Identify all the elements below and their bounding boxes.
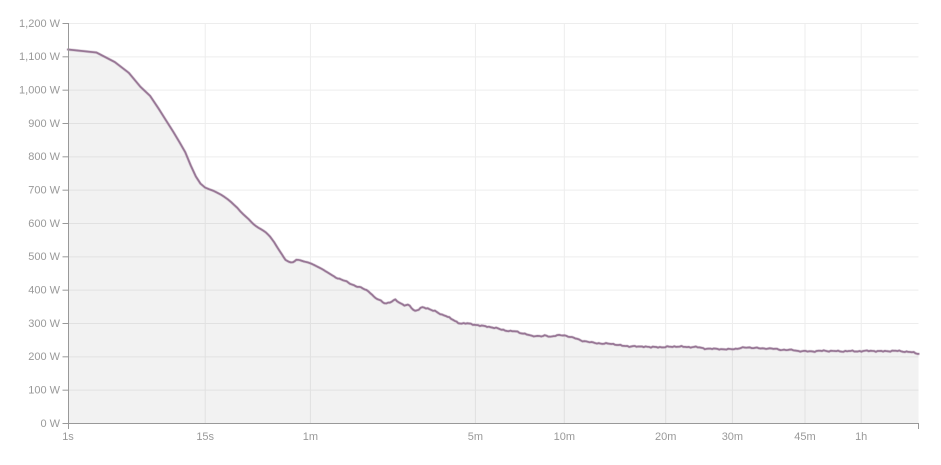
svg-text:200 W: 200 W [28, 351, 60, 363]
svg-text:800 W: 800 W [28, 151, 60, 163]
svg-text:500 W: 500 W [28, 251, 60, 263]
svg-text:10m: 10m [554, 431, 575, 443]
svg-text:30m: 30m [722, 431, 743, 443]
svg-text:20m: 20m [655, 431, 676, 443]
svg-text:0 W: 0 W [40, 418, 60, 430]
svg-text:45m: 45m [794, 431, 815, 443]
svg-text:15s: 15s [196, 431, 214, 443]
svg-text:100 W: 100 W [28, 384, 60, 396]
svg-text:1s: 1s [62, 431, 74, 443]
svg-text:1,200 W: 1,200 W [19, 18, 61, 30]
svg-text:600 W: 600 W [28, 218, 60, 230]
svg-text:900 W: 900 W [28, 118, 60, 130]
svg-text:400 W: 400 W [28, 284, 60, 296]
svg-text:1h: 1h [855, 431, 867, 443]
svg-text:1,100 W: 1,100 W [19, 51, 61, 63]
svg-text:700 W: 700 W [28, 184, 60, 196]
svg-text:1m: 1m [303, 431, 318, 443]
svg-text:300 W: 300 W [28, 318, 60, 330]
svg-text:1,000 W: 1,000 W [19, 84, 61, 96]
svg-text:5m: 5m [468, 431, 483, 443]
